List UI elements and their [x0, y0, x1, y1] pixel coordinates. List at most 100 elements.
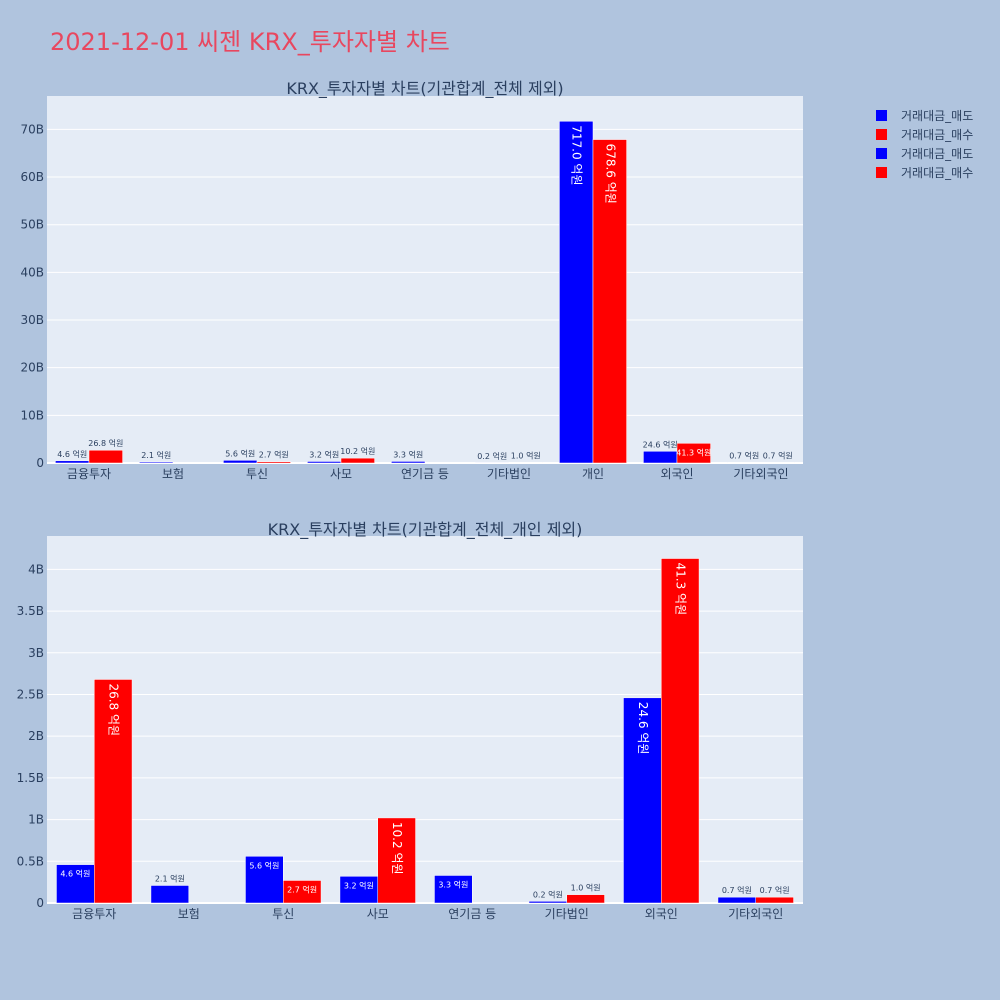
y-tick-label: 10B [20, 408, 44, 422]
chart-title: KRX_투자자별 차트(기관합계_전체 제외) [286, 79, 563, 99]
y-tick-label: 30B [20, 313, 44, 327]
data-label: 0.7 억원 [763, 451, 793, 461]
y-tick-label: 1.5B [17, 771, 44, 785]
bar [528, 901, 568, 904]
x-tick-label: 금융투자 [67, 467, 111, 481]
bar [307, 461, 342, 464]
x-tick-label: 보험 [162, 467, 184, 481]
data-label: 26.8 억원 [88, 438, 123, 448]
y-tick-label: 20B [20, 361, 44, 375]
legend[interactable]: 거래대금_매도 거래대금_매수 거래대금_매도 거래대금_매수 [876, 106, 973, 182]
bar [377, 817, 416, 904]
bar [717, 896, 757, 904]
x-tick-label: 기타법인 [545, 907, 589, 921]
data-label: 3.2 억원 [309, 449, 339, 459]
plot-area [47, 96, 803, 463]
bar [150, 885, 189, 904]
data-label: 2.7 억원 [287, 884, 317, 894]
bar [755, 896, 794, 904]
bar [88, 449, 123, 464]
legend-item[interactable]: 거래대금_매수 [876, 125, 973, 144]
data-label: 1.0 억원 [511, 451, 541, 461]
legend-item[interactable]: 거래대금_매도 [876, 144, 973, 163]
x-tick-label: 보험 [178, 907, 200, 921]
legend-swatch [876, 167, 887, 178]
y-tick-label: 0 [36, 456, 44, 470]
data-label: 3.3 억원 [438, 879, 468, 889]
data-label: 26.8 억원 [107, 683, 121, 736]
data-label: 1.0 억원 [571, 883, 601, 893]
x-tick-label: 투신 [272, 907, 294, 921]
chart-title: KRX_투자자별 차트(기관합계_전체_개인 제외) [268, 520, 583, 540]
data-label: 5.6 억원 [249, 860, 279, 870]
bar [223, 460, 258, 464]
data-label: 2.7 억원 [259, 450, 289, 460]
data-label: 0.2 억원 [533, 889, 563, 899]
y-tick-label: 4B [28, 562, 44, 576]
legend-swatch [876, 110, 887, 121]
bar [283, 880, 322, 904]
x-tick-label: 연기금 등 [401, 467, 449, 481]
x-tick-label: 사모 [367, 907, 389, 921]
bar [94, 679, 133, 904]
bar [661, 558, 700, 904]
bar [623, 697, 662, 904]
x-tick-label: 연기금 등 [448, 907, 496, 921]
legend-swatch [876, 129, 887, 140]
page-title: 2021-12-01 씨젠 KRX_투자자별 차트 [50, 28, 450, 56]
bar [245, 856, 284, 904]
data-label: 41.3 억원 [676, 447, 711, 457]
data-label: 24.6 억원 [643, 439, 678, 449]
data-label: 717.0 억원 [570, 125, 584, 185]
y-tick-label: 3B [28, 646, 44, 660]
data-label: 24.6 억원 [636, 702, 650, 755]
data-label: 5.6 억원 [225, 448, 255, 458]
data-label: 2.1 억원 [155, 873, 185, 883]
legend-item[interactable]: 거래대금_매도 [876, 106, 973, 125]
x-tick-label: 외국인 [660, 467, 693, 481]
data-label: 3.2 억원 [344, 880, 374, 890]
y-tick-label: 3.5B [17, 604, 44, 618]
y-tick-label: 2B [28, 729, 44, 743]
legend-label: 거래대금_매도 [901, 147, 974, 161]
x-tick-label: 기타법인 [487, 467, 531, 481]
data-label: 0.7 억원 [729, 451, 759, 461]
legend-swatch [876, 148, 887, 159]
bar [391, 461, 426, 464]
data-label: 4.6 억원 [60, 869, 90, 879]
bar [559, 121, 594, 464]
bar [256, 461, 291, 464]
bar [566, 894, 605, 904]
x-tick-label: 사모 [330, 467, 352, 481]
data-label: 0.7 억원 [722, 885, 752, 895]
bar [55, 460, 90, 464]
bar [340, 457, 375, 464]
data-label: 4.6 억원 [57, 449, 87, 459]
y-tick-label: 40B [20, 265, 44, 279]
data-label: 10.2 억원 [390, 822, 404, 875]
x-tick-label: 투신 [246, 467, 268, 481]
y-tick-label: 2.5B [17, 687, 44, 701]
y-tick-label: 70B [20, 122, 44, 136]
x-tick-label: 기타외국인 [728, 907, 783, 921]
x-tick-label: 개인 [582, 467, 604, 481]
data-label: 41.3 억원 [674, 563, 688, 616]
data-label: 10.2 억원 [340, 446, 375, 456]
x-tick-label: 외국인 [645, 907, 678, 921]
data-label: 0.7 억원 [760, 885, 790, 895]
data-label: 2.1 억원 [141, 450, 171, 460]
x-tick-label: 금융투자 [72, 907, 116, 921]
y-tick-label: 1B [28, 813, 44, 827]
y-tick-label: 60B [20, 170, 44, 184]
bar [434, 875, 473, 904]
bar [339, 876, 379, 904]
y-tick-label: 0.5B [17, 854, 44, 868]
legend-item[interactable]: 거래대금_매수 [876, 163, 973, 182]
legend-label: 거래대금_매수 [901, 128, 974, 142]
bar [676, 443, 711, 464]
bar [592, 139, 627, 464]
data-label: 678.6 억원 [603, 144, 617, 204]
legend-label: 거래대금_매수 [901, 166, 974, 180]
y-tick-label: 50B [20, 218, 44, 232]
